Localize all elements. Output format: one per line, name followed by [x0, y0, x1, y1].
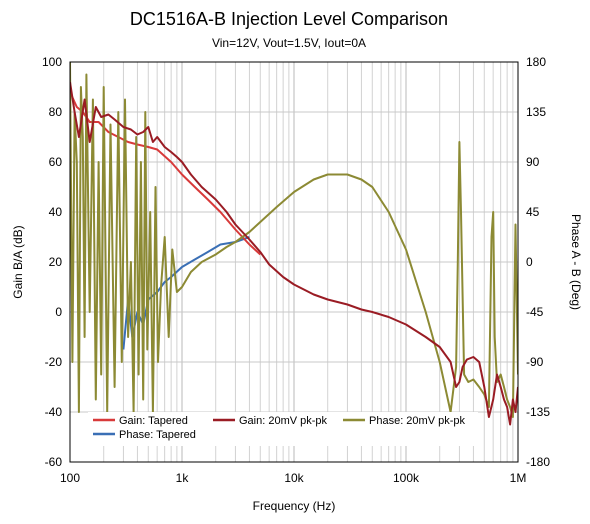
y-left-tick-label: 100	[42, 55, 62, 69]
y-left-tick-label: 80	[49, 105, 63, 119]
y-right-tick-labels: 180 135 90 45 0 -45 -90 -135 -180	[526, 55, 550, 469]
legend-label: Phase: Tapered	[119, 429, 196, 441]
y-left-tick-labels: 100 80 60 40 20 0 -20 -40 -60	[42, 55, 62, 469]
x-tick-labels: 100 1k 10k 100k 1M	[60, 471, 526, 485]
x-tick-label: 100	[60, 471, 80, 485]
y-left-tick-label: 40	[49, 205, 63, 219]
legend-label: Phase: 20mV pk-pk	[369, 415, 465, 427]
y-right-tick-label: -135	[526, 405, 550, 419]
legend-label: Gain: 20mV pk-pk	[239, 415, 328, 427]
y-right-tick-label: 180	[526, 55, 546, 69]
x-tick-label: 100k	[393, 471, 420, 485]
x-axis-label: Frequency (Hz)	[253, 499, 336, 513]
y-right-tick-label: -45	[526, 305, 544, 319]
y-right-tick-label: 135	[526, 105, 546, 119]
legend: Gain: Tapered Gain: 20mV pk-pk Phase: 20mV…	[88, 412, 478, 446]
y-right-tick-label: 90	[526, 155, 540, 169]
series-line-2	[70, 81, 518, 426]
y-left-tick-label: -60	[45, 455, 63, 469]
x-tick-label: 1M	[510, 471, 527, 485]
y-right-tick-label: -180	[526, 455, 550, 469]
y-right-axis-label: Phase A - B (Deg)	[569, 214, 583, 310]
y-left-axis-label: Gain B/A (dB)	[11, 225, 25, 298]
series-lines	[70, 62, 518, 426]
y-left-tick-label: -20	[45, 355, 63, 369]
plot-frame	[69, 61, 519, 463]
y-left-tick-label: 0	[55, 305, 62, 319]
x-tick-label: 10k	[284, 471, 304, 485]
series-line-0	[70, 91, 261, 256]
y-left-tick-label: -40	[45, 405, 63, 419]
y-right-tick-label: -90	[526, 355, 544, 369]
legend-box	[88, 412, 478, 446]
y-right-tick-label: 45	[526, 205, 540, 219]
y-right-tick-label: 0	[526, 255, 533, 269]
y-left-tick-label: 20	[49, 255, 63, 269]
x-tick-label: 1k	[176, 471, 190, 485]
series-line-3	[70, 62, 518, 418]
y-left-tick-label: 60	[49, 155, 63, 169]
chart-subtitle: Vin=12V, Vout=1.5V, Iout=0A	[212, 36, 366, 50]
chart-title: DC1516A-B Injection Level Comparison	[130, 9, 448, 29]
legend-label: Gain: Tapered	[119, 415, 188, 427]
